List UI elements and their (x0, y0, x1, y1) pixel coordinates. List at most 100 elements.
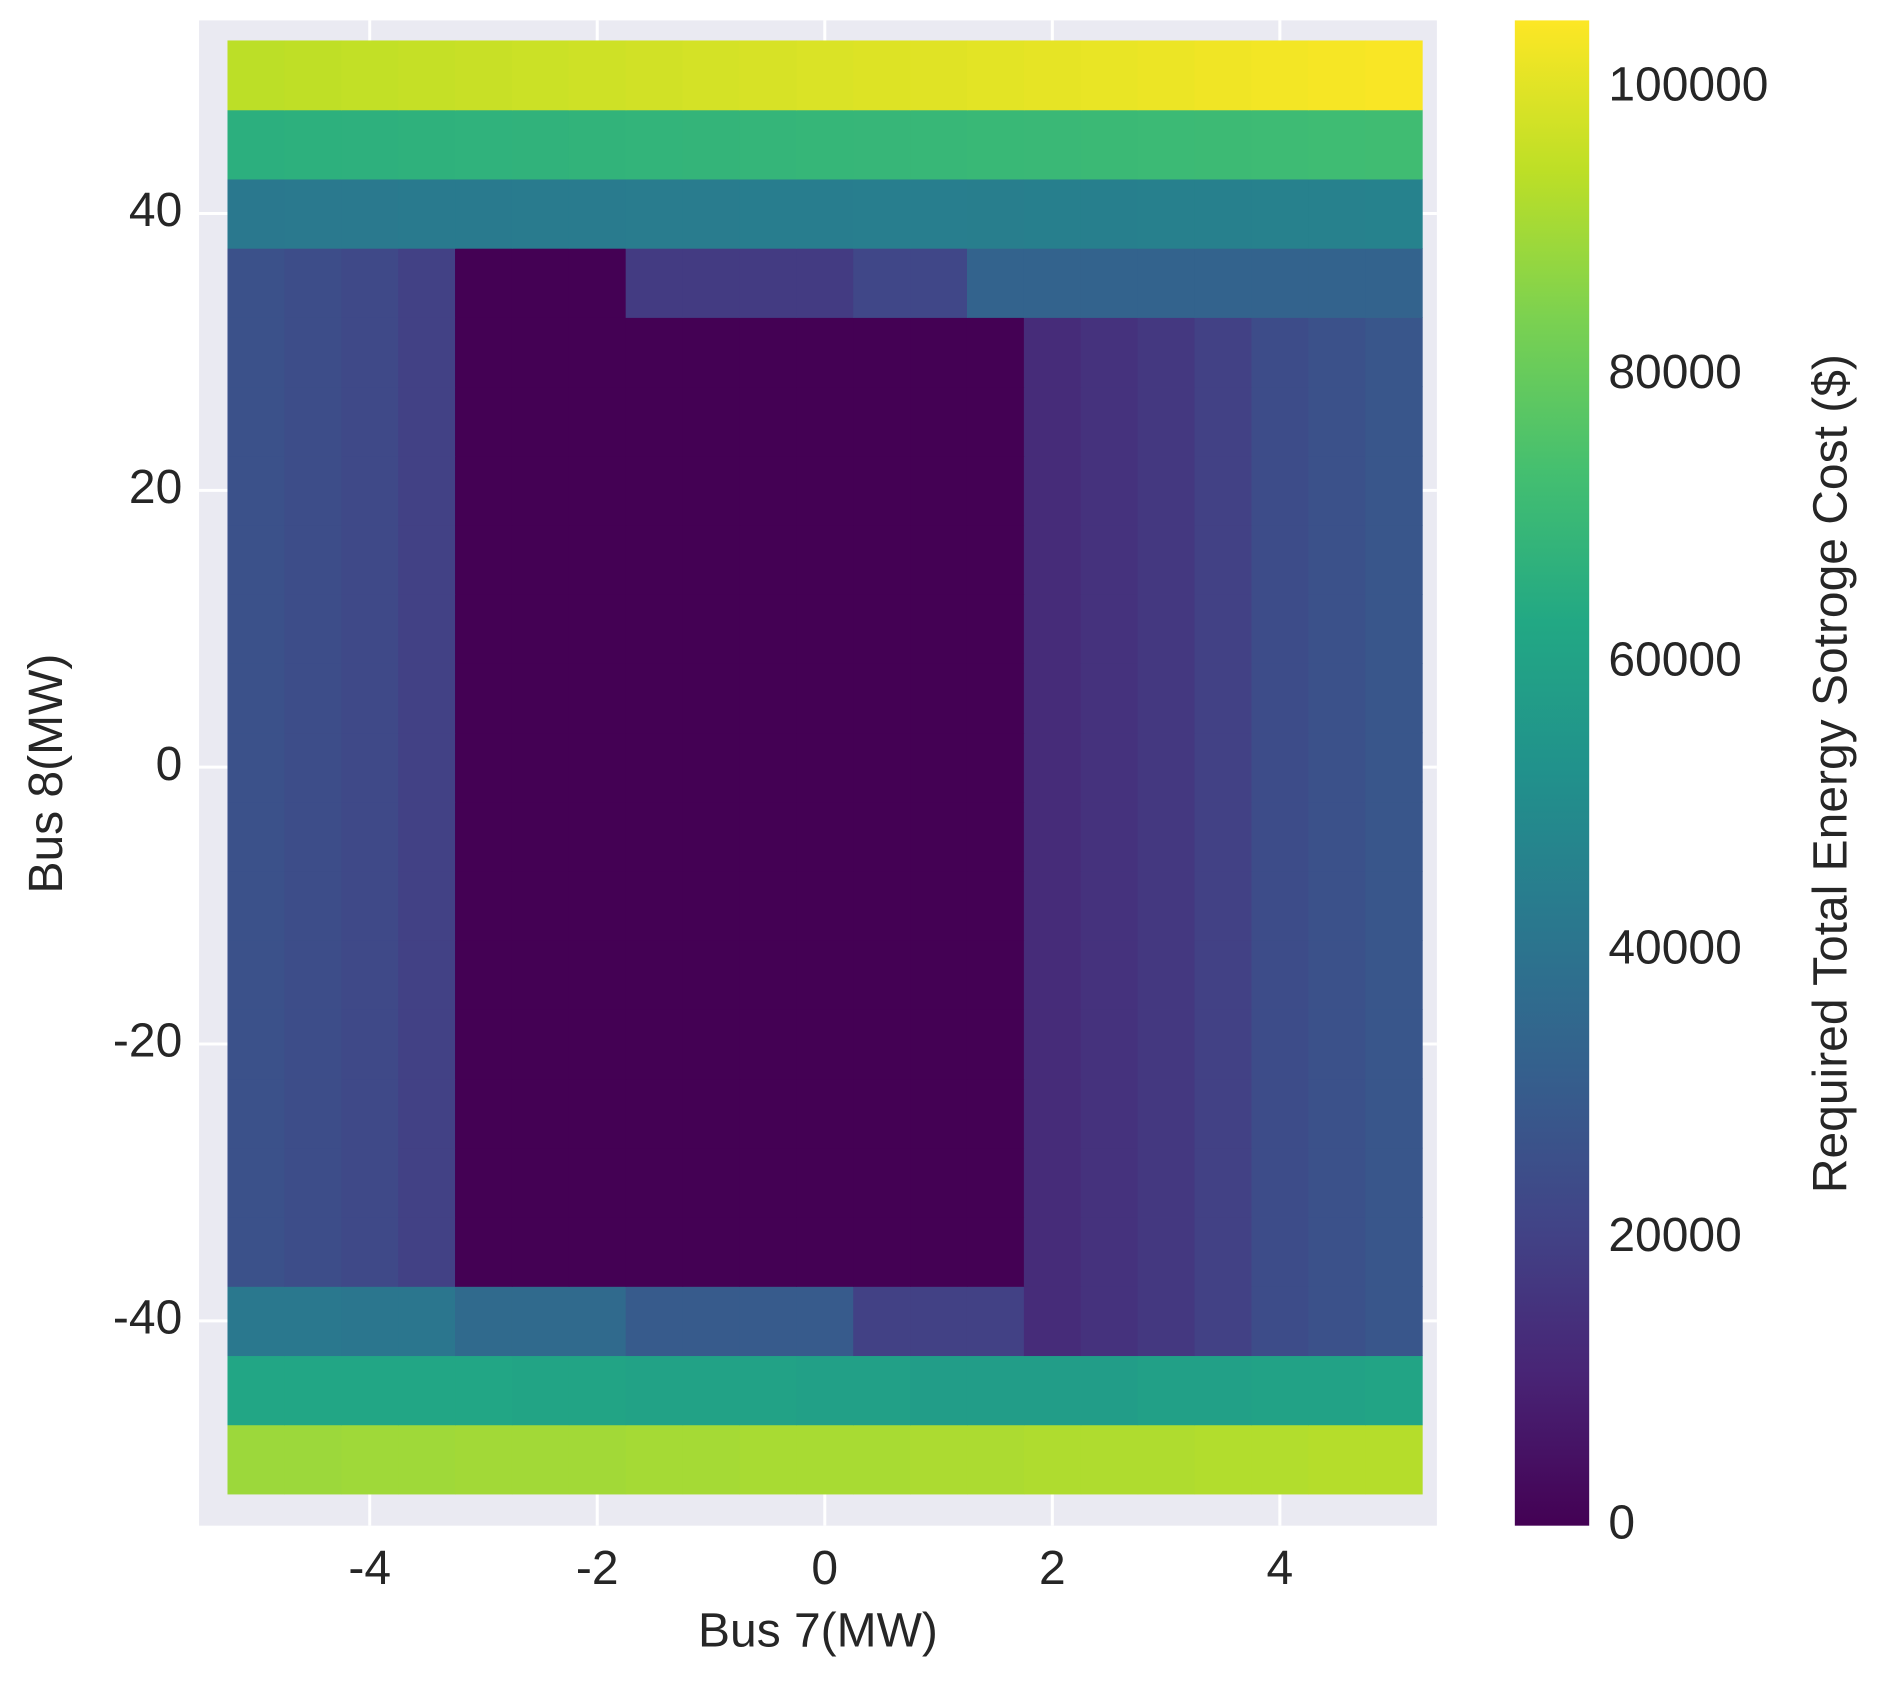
cell (511, 663, 570, 734)
cell (1251, 940, 1309, 1010)
cell (568, 663, 627, 734)
cell (284, 940, 342, 1010)
cell (966, 455, 1025, 526)
cell (455, 940, 513, 1010)
cell (910, 109, 968, 180)
cell (1251, 248, 1309, 318)
cell (853, 1147, 911, 1218)
cell (1080, 1217, 1139, 1287)
cell (568, 455, 627, 526)
cell (284, 801, 342, 872)
cell (739, 248, 797, 318)
cell (1137, 594, 1196, 664)
cell (455, 870, 513, 941)
cell (341, 524, 399, 595)
cell (1137, 1355, 1196, 1426)
cell (1194, 109, 1253, 180)
cell (511, 455, 570, 526)
cell (625, 1217, 684, 1287)
cell (739, 386, 797, 457)
colorbar (1514, 20, 1590, 1526)
cell (739, 1217, 797, 1287)
cell (966, 386, 1025, 457)
cell (910, 386, 968, 457)
cell (796, 663, 854, 734)
cell (455, 40, 513, 111)
cell (966, 248, 1025, 318)
cell (455, 1147, 513, 1218)
cell (625, 317, 684, 388)
cell (568, 732, 627, 803)
cell (625, 663, 684, 734)
cell (227, 663, 285, 734)
cell (455, 109, 513, 180)
cell (910, 870, 968, 941)
cell (284, 1286, 342, 1357)
cell (227, 1217, 285, 1287)
cell (1023, 40, 1082, 111)
cell (910, 178, 968, 249)
cell (1251, 1424, 1309, 1495)
cell (910, 940, 968, 1010)
cell (739, 1009, 797, 1080)
cell (625, 109, 684, 180)
cell (227, 248, 285, 318)
cell (284, 109, 342, 180)
cell (625, 1078, 684, 1149)
x-tick-label: 2 (1039, 1542, 1066, 1595)
cell (910, 1217, 968, 1287)
cell (682, 1078, 741, 1149)
cell (511, 594, 570, 664)
cell (227, 1009, 285, 1080)
cell (1308, 524, 1366, 595)
cell (1080, 1355, 1139, 1426)
cell (341, 732, 399, 803)
cell (1365, 248, 1423, 318)
cell (1194, 732, 1253, 803)
cell (739, 870, 797, 941)
cell (398, 178, 456, 249)
cell (455, 1078, 513, 1149)
cell (1365, 40, 1423, 111)
cell (341, 940, 399, 1010)
cell (1251, 1009, 1309, 1080)
cell (341, 248, 399, 318)
cell (1194, 40, 1253, 111)
cell (1365, 386, 1423, 457)
cell (1080, 1147, 1139, 1218)
cell (455, 1217, 513, 1287)
cell (1308, 1147, 1366, 1218)
cell (682, 178, 741, 249)
cell (796, 594, 854, 664)
cell (796, 1217, 854, 1287)
cell (398, 1355, 456, 1426)
cell (910, 1424, 968, 1495)
cell (1308, 1286, 1366, 1357)
cell (739, 1286, 797, 1357)
cell (796, 801, 854, 872)
cell (910, 248, 968, 318)
cell (1365, 178, 1423, 249)
cell (853, 109, 911, 180)
cell (1137, 801, 1196, 872)
cell (568, 1424, 627, 1495)
cell (1365, 455, 1423, 526)
cell (853, 1424, 911, 1495)
cell (853, 732, 911, 803)
cell (511, 1424, 570, 1495)
cell (511, 870, 570, 941)
cell (796, 109, 854, 180)
cell (227, 317, 285, 388)
x-tick-label: 4 (1267, 1542, 1294, 1595)
cell (1080, 1424, 1139, 1495)
cell (1080, 1286, 1139, 1357)
cell (511, 248, 570, 318)
cell (1251, 524, 1309, 595)
cell (511, 1147, 570, 1218)
cell (625, 455, 684, 526)
cell (341, 1009, 399, 1080)
cell (227, 386, 285, 457)
cell (1251, 1217, 1309, 1287)
cell (341, 455, 399, 526)
